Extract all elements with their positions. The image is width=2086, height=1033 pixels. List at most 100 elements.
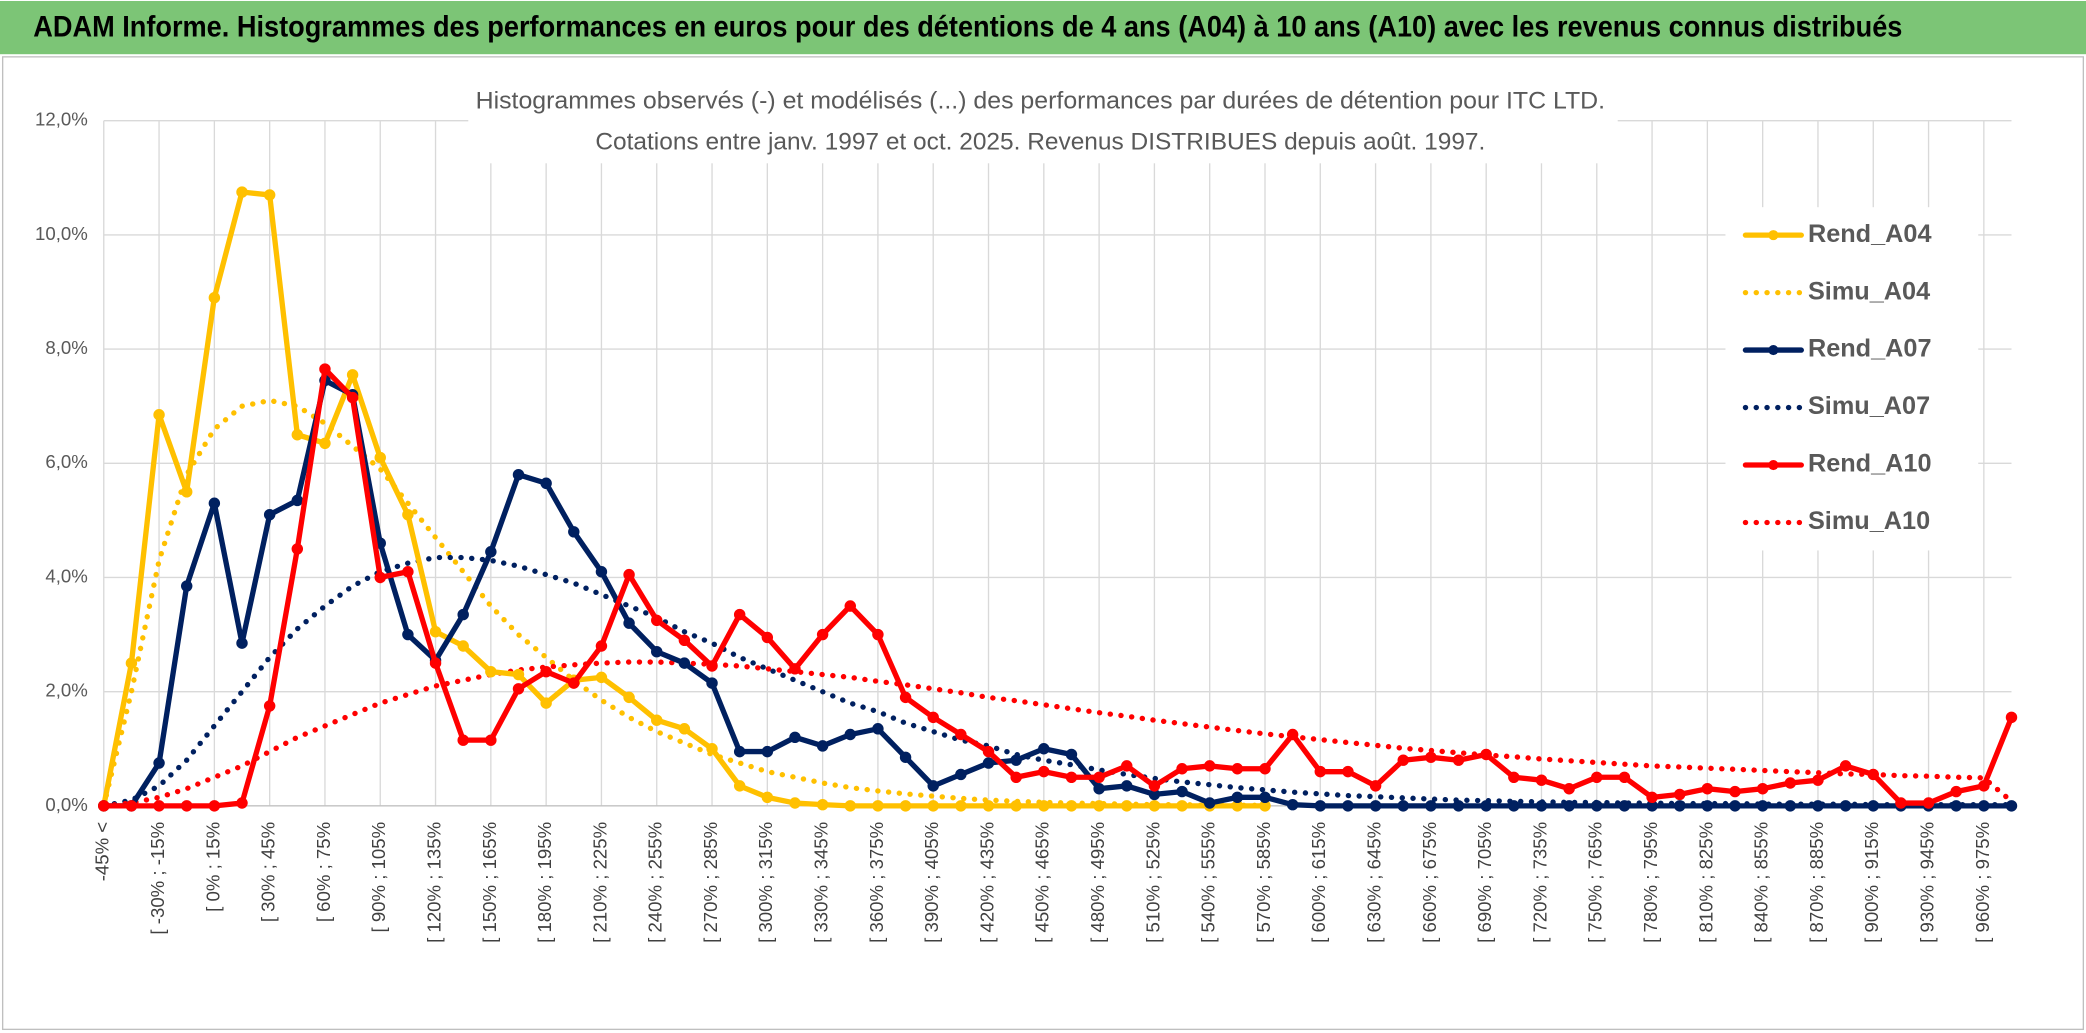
point	[1978, 800, 1990, 812]
point	[568, 526, 580, 538]
point	[1286, 728, 1299, 741]
observed-line	[101, 377, 2015, 809]
legend-label: Simu_A07	[1808, 392, 1930, 420]
observed-line	[101, 366, 2015, 809]
point	[1756, 800, 1769, 812]
point	[623, 691, 635, 704]
x-tick-label: [ 720% ; 735%	[1529, 822, 1550, 943]
point	[125, 800, 138, 812]
point	[1148, 800, 1161, 812]
x-tick-label: [ 480% ; 495%	[1087, 822, 1108, 943]
x-tick-label: [ 780% ; 795%	[1640, 822, 1661, 943]
x-tick-label: [ 630% ; 645%	[1364, 822, 1385, 943]
point	[927, 800, 939, 812]
point	[1729, 785, 1741, 798]
point	[512, 468, 525, 481]
x-tick-label: [ 450% ; 465%	[1032, 822, 1053, 943]
y-tick-label: 0,0%	[45, 794, 87, 815]
x-tick-label: [ 270% ; 285%	[700, 822, 721, 943]
point	[816, 798, 829, 811]
point	[1618, 800, 1631, 812]
point	[512, 668, 525, 681]
point	[1867, 800, 1879, 812]
point	[208, 800, 221, 812]
point	[263, 508, 276, 521]
point	[789, 731, 801, 744]
x-tick-label: [ 600% ; 615%	[1308, 822, 1329, 943]
point	[816, 740, 829, 752]
x-tick-label: [ 870% ; 885%	[1806, 822, 1827, 943]
point	[1397, 800, 1409, 812]
point	[1010, 800, 1022, 812]
point	[1673, 800, 1686, 812]
point	[1673, 788, 1686, 801]
point	[623, 617, 635, 629]
legend-label: Simu_A04	[1808, 277, 1930, 305]
point	[789, 663, 801, 675]
point	[319, 437, 331, 450]
point	[651, 645, 663, 658]
point	[485, 734, 497, 746]
point	[982, 757, 995, 769]
point	[955, 728, 967, 741]
point	[1203, 797, 1216, 809]
point	[1286, 798, 1299, 811]
point	[153, 409, 165, 421]
x-tick-label: [ -30% ; -15%	[147, 822, 168, 935]
point	[761, 631, 774, 644]
point	[706, 743, 718, 755]
point	[263, 189, 276, 201]
x-tick-label: [ 750% ; 765%	[1585, 822, 1606, 943]
x-tick-label: [ 60% ; 75%	[313, 822, 334, 922]
point	[402, 508, 414, 521]
point	[2005, 711, 2018, 724]
chart-subtitle: Cotations entre janv. 1997 et oct. 2025.…	[595, 129, 1485, 156]
point	[872, 628, 884, 641]
point	[236, 186, 248, 198]
point	[678, 657, 691, 669]
point	[485, 665, 497, 678]
point	[1314, 800, 1327, 812]
point	[263, 700, 276, 712]
point	[153, 800, 165, 812]
y-tick-label: 4,0%	[45, 565, 87, 586]
point	[1452, 800, 1465, 812]
title-bg	[468, 83, 1618, 164]
point	[1729, 800, 1741, 812]
point	[125, 657, 138, 669]
point	[1148, 780, 1161, 792]
point	[927, 780, 939, 792]
point	[1618, 771, 1631, 784]
point	[1038, 800, 1050, 812]
point	[706, 660, 718, 672]
point	[595, 566, 608, 578]
legend-marker	[1768, 459, 1779, 471]
point	[1176, 785, 1188, 798]
legend-label: Rend_A07	[1808, 335, 1932, 363]
point	[1950, 785, 1962, 798]
point	[374, 571, 386, 584]
point	[1950, 800, 1962, 812]
legend-box	[1725, 207, 1979, 551]
legend-label: Rend_A10	[1808, 450, 1932, 478]
point	[153, 757, 165, 769]
point	[540, 477, 552, 489]
point	[180, 486, 193, 498]
point	[1508, 771, 1520, 784]
point	[1812, 774, 1824, 786]
legend-marker	[1768, 345, 1779, 356]
point	[1259, 763, 1271, 775]
y-tick-label: 6,0%	[45, 451, 87, 472]
point	[1922, 797, 1935, 809]
point	[1314, 765, 1327, 778]
x-tick-label: [ 900% ; 915%	[1861, 822, 1882, 943]
point	[1038, 765, 1050, 778]
header-bar	[0, 0, 2086, 55]
x-tick-label: [ 540% ; 555%	[1198, 822, 1219, 943]
point	[761, 745, 774, 758]
point	[236, 797, 248, 809]
point	[457, 608, 469, 621]
point	[1397, 754, 1409, 766]
x-tick-label: [ 330% ; 345%	[811, 822, 832, 943]
